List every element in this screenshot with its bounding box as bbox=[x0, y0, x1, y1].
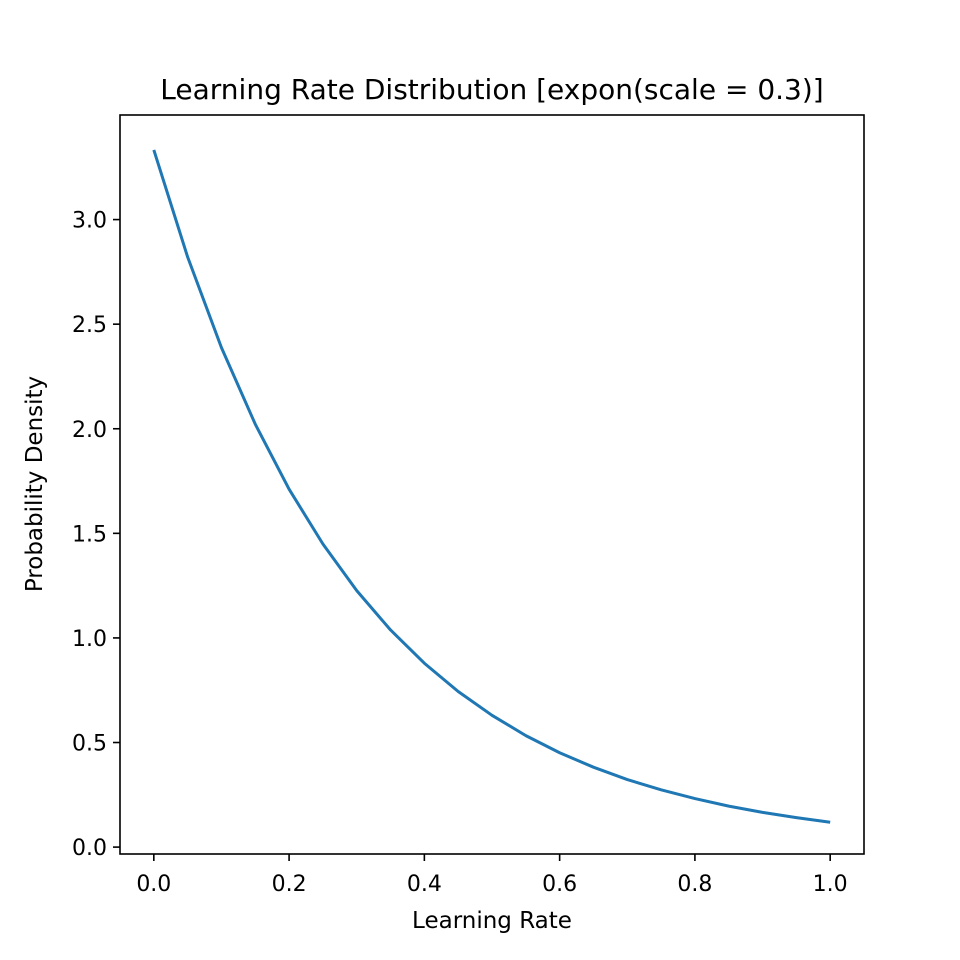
chart-title: Learning Rate Distribution [expon(scale … bbox=[160, 73, 823, 106]
x-tick-label: 0.6 bbox=[542, 872, 577, 897]
plot-lines bbox=[152, 149, 831, 824]
y-tick-label: 0.0 bbox=[72, 836, 107, 861]
x-tick-label: 0.8 bbox=[677, 872, 712, 897]
y-tick-label: 1.5 bbox=[72, 522, 107, 547]
x-tick-label: 0.2 bbox=[272, 872, 307, 897]
y-axis-ticks: 0.0 0.5 1.0 1.5 2.0 2.5 3.0 bbox=[72, 209, 120, 861]
y-axis-label: Probability Density bbox=[22, 376, 48, 592]
y-tick-label: 3.0 bbox=[72, 209, 107, 234]
x-axis-label: Learning Rate bbox=[412, 908, 572, 934]
x-tick-label: 1.0 bbox=[813, 872, 848, 897]
x-tick-label: 0.4 bbox=[407, 872, 442, 897]
x-tick-label: 0.0 bbox=[136, 872, 171, 897]
y-tick-label: 1.0 bbox=[72, 627, 107, 652]
y-tick-label: 2.5 bbox=[72, 313, 107, 338]
y-tick-label: 2.0 bbox=[72, 418, 107, 443]
series-line-0 bbox=[152, 149, 831, 824]
x-axis-ticks: 0.0 0.2 0.4 0.6 0.8 1.0 bbox=[136, 854, 848, 897]
y-tick-label: 0.5 bbox=[72, 732, 107, 757]
plot-frame bbox=[119, 114, 865, 855]
